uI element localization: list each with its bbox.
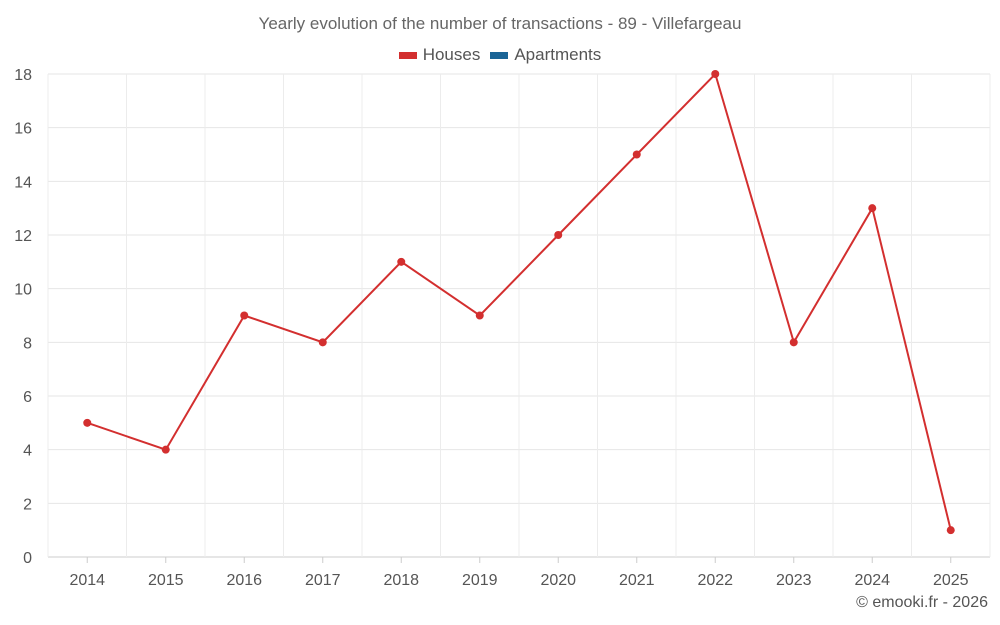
- x-tick-label: 2017: [305, 572, 341, 589]
- legend-item-houses[interactable]: Houses: [398, 45, 481, 65]
- data-point: [789, 338, 798, 347]
- legend-item-apartments[interactable]: Apartments: [490, 45, 601, 65]
- x-tick-label: 2022: [697, 572, 733, 589]
- data-point: [868, 204, 877, 213]
- y-tick-label: 12: [14, 228, 32, 245]
- legend: Houses Apartments: [0, 45, 1000, 65]
- x-tick-label: 2023: [776, 572, 812, 589]
- y-tick-label: 16: [14, 121, 32, 138]
- legend-swatch-houses: [398, 51, 417, 59]
- legend-label-apartments: Apartments: [514, 45, 602, 64]
- y-tick-label: 14: [14, 174, 32, 191]
- legend-label-houses: Houses: [422, 45, 481, 64]
- chart-title: Yearly evolution of the number of transa…: [258, 14, 742, 33]
- credit-text: © emooki.fr - 2026: [856, 594, 988, 611]
- y-tick-label: 8: [23, 335, 32, 352]
- x-tick-label: 2020: [540, 572, 576, 589]
- y-tick-label: 10: [14, 282, 32, 299]
- data-point: [397, 257, 406, 266]
- legend-swatch-apartments: [490, 51, 509, 59]
- x-tick-label: 2015: [148, 572, 184, 589]
- data-point: [318, 338, 327, 347]
- y-tick-label: 6: [23, 389, 32, 406]
- data-point: [946, 526, 955, 535]
- data-point: [711, 70, 720, 78]
- x-tick-label: 2019: [462, 572, 498, 589]
- series-line-houses: [86, 72, 952, 531]
- x-tick-label: 2016: [226, 572, 262, 589]
- data-point: [475, 311, 484, 320]
- x-tick-label: 2014: [69, 572, 105, 589]
- x-tick-label: 2018: [383, 572, 419, 589]
- data-point: [240, 311, 249, 320]
- y-tick-label: 2: [23, 496, 32, 513]
- data-point: [554, 231, 563, 239]
- y-tick-label: 0: [23, 550, 32, 567]
- x-tick-label: 2024: [854, 572, 890, 589]
- data-point: [83, 418, 92, 427]
- data-point: [161, 445, 170, 454]
- x-tick-label: 2025: [933, 572, 969, 589]
- y-tick-label: 18: [14, 67, 32, 84]
- x-tick-label: 2021: [619, 572, 655, 589]
- data-point: [632, 150, 641, 159]
- y-tick-label: 4: [23, 443, 32, 460]
